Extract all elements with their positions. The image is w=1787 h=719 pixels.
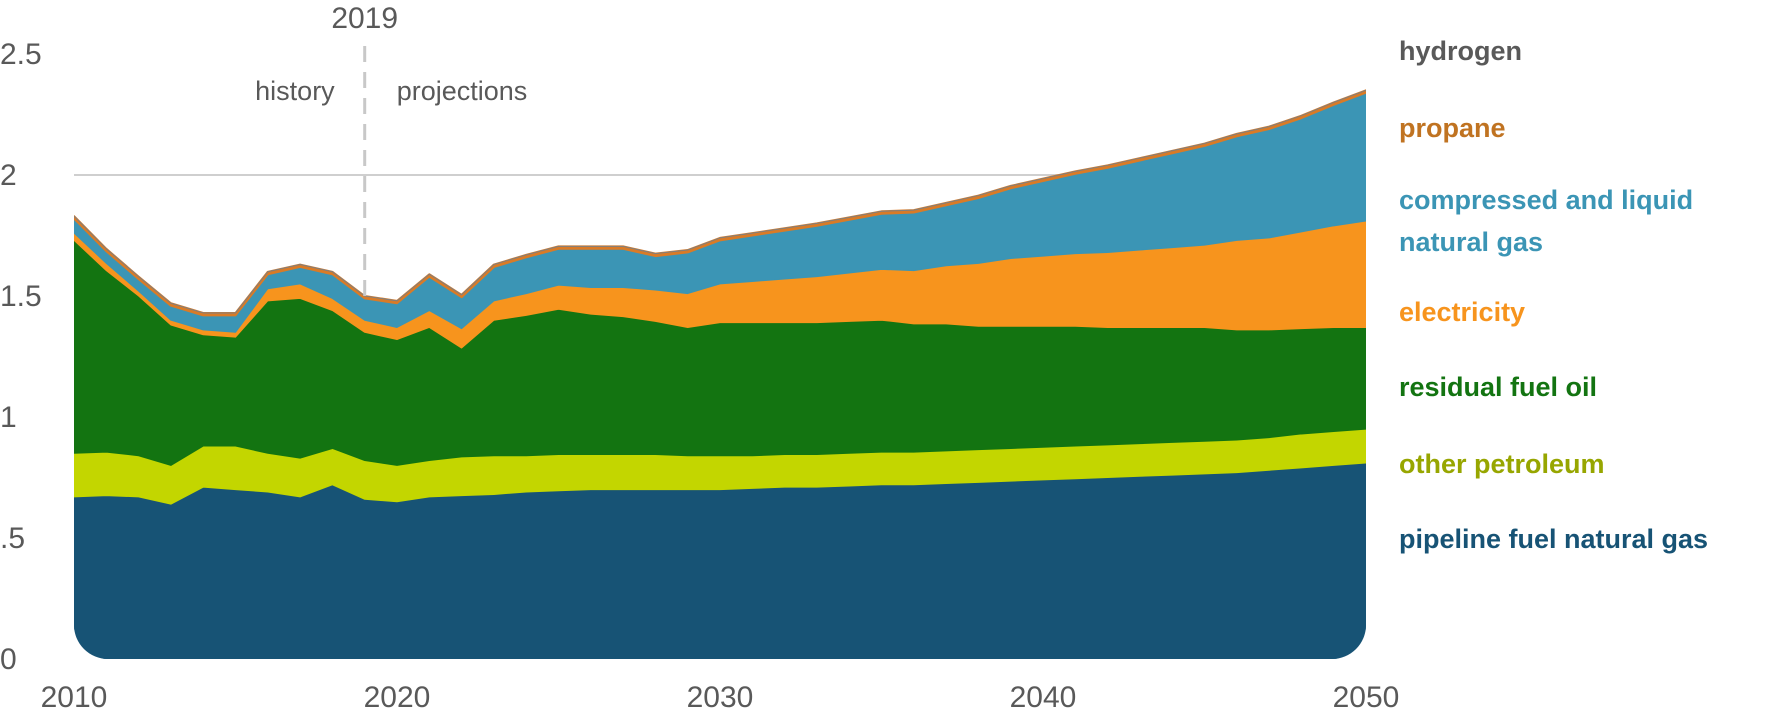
legend-hydrogen: hydrogen bbox=[1399, 36, 1522, 66]
y-tick-1: 1 bbox=[0, 401, 17, 434]
divider-year-label: 2019 bbox=[331, 2, 398, 35]
legend-pipeline-fuel-natural-gas: pipeline fuel natural gas bbox=[1399, 524, 1708, 554]
x-axis-ticks: 2010 2020 2030 2040 2050 bbox=[41, 681, 1400, 714]
y-axis-ticks: 0 .5 1 1.5 2 2.5 bbox=[0, 38, 42, 676]
projections-label: projections bbox=[397, 76, 528, 106]
area-series bbox=[74, 89, 1366, 659]
history-label: history bbox=[255, 76, 335, 106]
legend-line-1: compressed and liquid bbox=[1399, 185, 1693, 215]
x-tick-2020: 2020 bbox=[364, 681, 431, 714]
history-projection-divider: 2019 history projections bbox=[255, 2, 527, 300]
y-tick-2-5: 2.5 bbox=[0, 38, 42, 71]
x-tick-2050: 2050 bbox=[1333, 681, 1400, 714]
y-tick-1-5: 1.5 bbox=[0, 280, 42, 313]
y-tick-2: 2 bbox=[0, 159, 17, 192]
legend: hydrogen propane compressed and liquid natu… bbox=[1399, 36, 1708, 554]
y-tick-0: 0 bbox=[0, 643, 17, 676]
area-hydrogen bbox=[74, 89, 1366, 314]
legend-compressed-and-liquid-natural-gas: compressed and liquid natural gas bbox=[1399, 185, 1693, 257]
legend-electricity: electricity bbox=[1399, 297, 1525, 327]
legend-propane: propane bbox=[1399, 113, 1506, 143]
x-tick-2010: 2010 bbox=[41, 681, 108, 714]
x-tick-2040: 2040 bbox=[1010, 681, 1077, 714]
x-tick-2030: 2030 bbox=[687, 681, 754, 714]
legend-residual-fuel-oil: residual fuel oil bbox=[1399, 372, 1597, 402]
y-tick-5: .5 bbox=[0, 522, 25, 555]
legend-line-2: natural gas bbox=[1399, 227, 1543, 257]
legend-other-petroleum: other petroleum bbox=[1399, 449, 1605, 479]
